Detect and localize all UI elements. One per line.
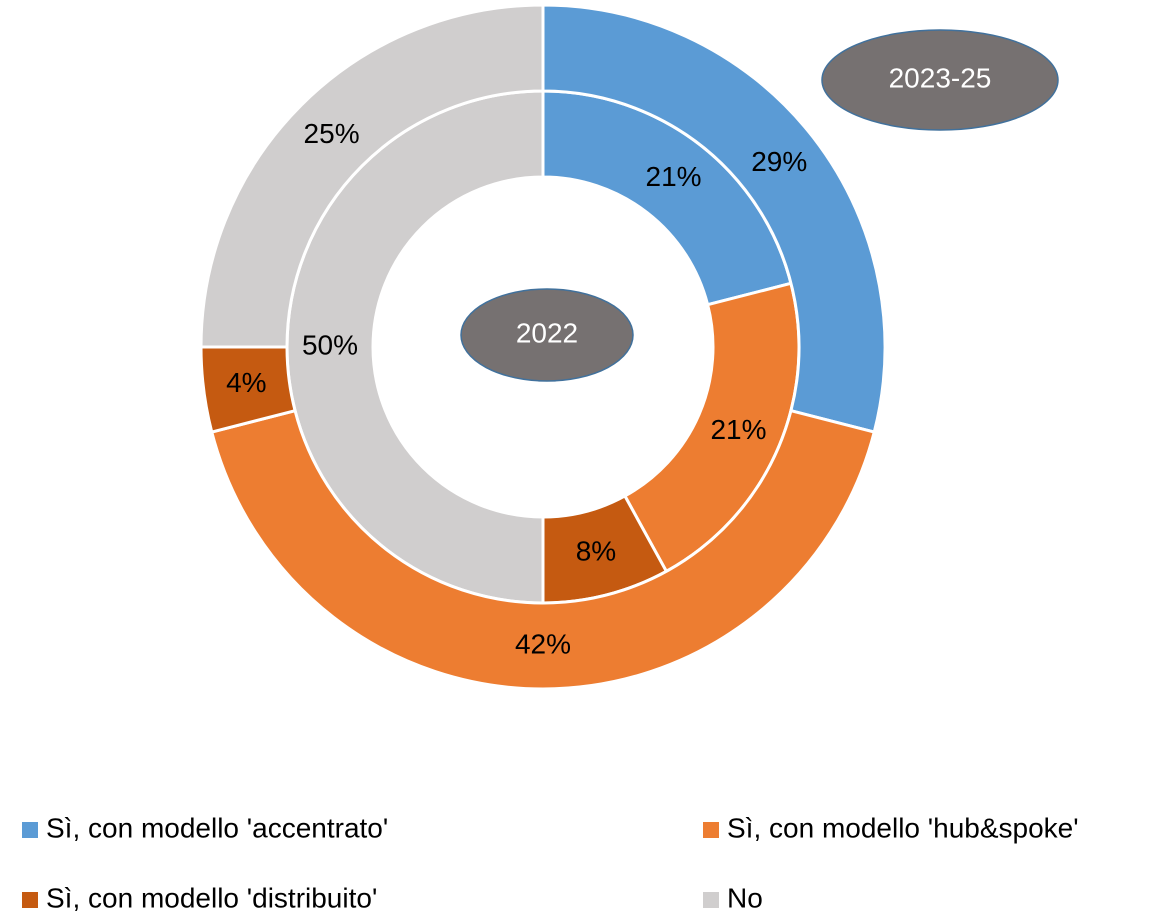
- data-label: 25%: [304, 118, 360, 149]
- legend-label: No: [727, 882, 763, 913]
- data-label: 21%: [710, 414, 766, 445]
- legend-swatch: [22, 892, 38, 908]
- data-label: 50%: [302, 329, 358, 360]
- rings: [199, 3, 887, 691]
- legend-label: Sì, con modello 'accentrato': [46, 812, 388, 843]
- data-label: 4%: [226, 367, 266, 398]
- segment: [541, 3, 887, 434]
- segment: [209, 408, 877, 691]
- segment: [199, 3, 545, 349]
- data-label: 21%: [646, 161, 702, 192]
- data-label: 29%: [751, 146, 807, 177]
- labels: 21% 21% 8% 50% 29% 42% 4% 25%: [226, 118, 807, 659]
- legend-swatch: [22, 822, 38, 838]
- data-label: 42%: [515, 628, 571, 659]
- legend-swatch: [703, 892, 719, 908]
- legend-label: Sì, con modello 'hub&spoke': [727, 812, 1079, 843]
- legend: Sì, con modello 'accentrato' Sì, con mode…: [22, 812, 1079, 913]
- legend-label: Sì, con modello 'distribuito': [46, 882, 377, 913]
- data-label: 8%: [576, 536, 616, 567]
- legend-swatch: [703, 822, 719, 838]
- inner-badge: [460, 288, 634, 382]
- inner-series-name: 2022: [516, 317, 578, 348]
- outer-series-name: 2023-25: [889, 62, 992, 93]
- outer-badge: [821, 29, 1059, 131]
